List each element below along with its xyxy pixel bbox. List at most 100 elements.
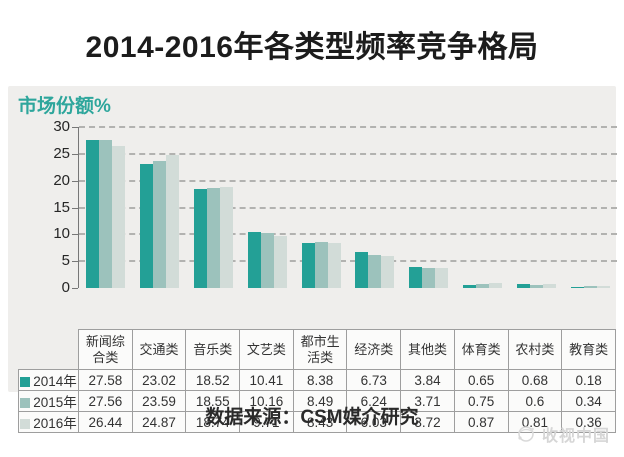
page-title: 2014-2016年各类型频率竞争格局 (85, 31, 539, 64)
table-value-cell: 0.87 (453, 411, 509, 433)
y-axis-tick-label: 0 (61, 279, 70, 296)
table-value-cell: 8.49 (292, 390, 348, 412)
table-value-cell: 18.52 (185, 369, 241, 391)
y-axis-tick-label: 10 (53, 225, 70, 243)
y-axis-tick-mark (72, 234, 78, 236)
y-axis-tick-mark (72, 207, 78, 209)
y-axis-tick-label: 5 (61, 252, 70, 270)
table-header-cell: 都市生活类 (292, 329, 348, 370)
table-value-cell: 3.71 (400, 390, 455, 412)
bar (301, 243, 315, 288)
y-axis-title: 市场份额% (18, 96, 111, 117)
legend-cell: 2015年 (18, 390, 79, 412)
table-value-cell: 6.03 (346, 411, 402, 433)
bar (327, 242, 341, 288)
bar (260, 233, 274, 288)
watermark-text: 收视中国 (541, 428, 610, 445)
legend-year-label: 2014年 (33, 374, 77, 389)
gridline (79, 126, 617, 128)
bar (381, 255, 395, 288)
table-row: 2016年 26.44 24.87 18.74 9.71 8.43 6.03 3.72 0.87… (18, 411, 616, 433)
plot-area (78, 126, 617, 288)
table-header-cell: 新闻综合类 (78, 329, 133, 370)
table-value-cell: 0.65 (453, 369, 509, 391)
table-header-cell: 农村类 (507, 329, 563, 370)
bar (368, 254, 382, 288)
data-source-caption: 数据来源：CSM媒介研究 (205, 407, 419, 428)
table-value-cell: 0.18 (561, 369, 616, 391)
y-axis-tick-mark (72, 261, 78, 263)
table-header-cell: 经济类 (346, 329, 402, 370)
bar (570, 287, 584, 288)
globe-logo-icon (515, 423, 537, 445)
bar (86, 140, 100, 288)
gridline (79, 206, 617, 209)
legend-cell: 2014年 (18, 369, 79, 391)
table-value-cell: 0.81 (507, 411, 563, 433)
table-value-cell: 8.43 (292, 411, 348, 433)
bar (99, 140, 113, 288)
y-axis-tick-mark (72, 288, 78, 289)
bar (273, 235, 287, 288)
bar (435, 268, 449, 288)
legend-swatch-icon (20, 377, 31, 387)
bar (542, 283, 556, 288)
y-axis-tick-mark (72, 180, 78, 182)
bar (220, 187, 233, 288)
bar (207, 188, 220, 288)
table-header-cell: 交通类 (131, 329, 187, 370)
bar (194, 188, 207, 288)
table-value-cell: 0.36 (561, 411, 616, 433)
legend-swatch-icon (20, 419, 31, 429)
table-value-cell: 3.84 (400, 369, 455, 391)
table-value-cell: 0.68 (507, 369, 563, 391)
gridline (79, 179, 617, 182)
y-axis-tick-label: 20 (53, 171, 70, 189)
legend-year-label: 2015年 (33, 395, 77, 410)
bar (596, 286, 610, 288)
table-header-cell: 其他类 (400, 329, 455, 370)
gridline (79, 260, 617, 263)
table-value-cell: 27.58 (78, 369, 133, 391)
table-value-cell: 0.75 (453, 390, 509, 412)
gridline (79, 233, 617, 236)
table-corner-cell (19, 330, 79, 370)
table-value-cell: 10.16 (239, 390, 294, 412)
bar (140, 164, 154, 288)
table-value-cell: 3.72 (400, 411, 455, 433)
bar (247, 232, 261, 288)
y-axis-tick-mark (72, 127, 78, 128)
bar (153, 161, 167, 288)
bar (529, 284, 543, 288)
bar (112, 146, 126, 288)
table-row: 2014年 27.58 23.02 18.52 10.41 8.38 6.73 3.84 0.6… (18, 369, 616, 391)
table-value-cell: 23.02 (131, 369, 187, 391)
bar (166, 154, 180, 288)
y-axis-tick-label: 15 (53, 198, 70, 216)
bar (314, 242, 328, 288)
legend-year-label: 2016年 (33, 416, 77, 431)
table-header-cell: 体育类 (453, 329, 509, 370)
bar (463, 284, 476, 288)
table-header-cell: 文艺类 (239, 329, 294, 370)
table-value-cell: 27.56 (78, 390, 133, 412)
table-value-cell: 24.87 (131, 411, 187, 433)
table-value-cell: 10.41 (239, 369, 294, 391)
bar (583, 286, 597, 288)
table-value-cell: 26.44 (78, 411, 133, 433)
table-value-cell: 0.34 (561, 390, 616, 412)
y-axis-tick-mark (72, 153, 78, 155)
table-value-cell: 6.73 (346, 369, 402, 391)
table-header-cell: 音乐类 (185, 329, 241, 370)
bar (516, 284, 530, 288)
watermark: 收视中国 (515, 422, 610, 446)
y-axis-tick-label: 25 (53, 144, 70, 162)
legend-cell: 2016年 (18, 411, 79, 433)
table-header-row: 新闻综合类 交通类 音乐类 文艺类 都市生活类 经济类 其他类 体育类 农村类 教育类 (19, 329, 616, 370)
table-value-cell: 8.38 (292, 369, 348, 391)
chart-panel: 市场份额% 新闻综合类 交通类 音乐类 文艺类 都市生活类 经济类 其他类 体育类 农村类 教育类… (8, 86, 617, 433)
legend-swatch-icon (20, 398, 31, 408)
table-header-cell: 教育类 (561, 329, 616, 370)
bar (355, 251, 369, 288)
bar (422, 268, 436, 288)
